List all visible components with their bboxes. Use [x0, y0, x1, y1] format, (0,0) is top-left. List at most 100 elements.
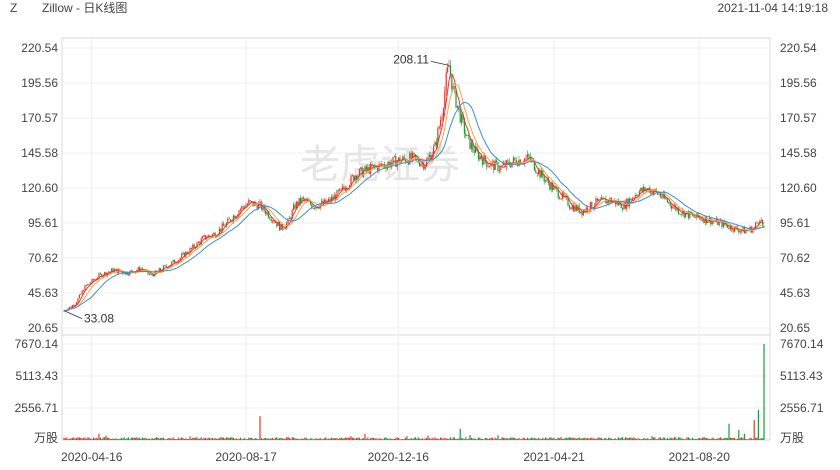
price-tick-right: 45.63 [780, 286, 810, 300]
volume-bar [413, 437, 415, 440]
volume-bar [298, 438, 300, 440]
volume-bar [725, 437, 727, 440]
volume-bar [346, 437, 348, 440]
volume-bar [640, 439, 642, 440]
candle-body [486, 161, 488, 167]
candle-body [81, 290, 83, 294]
candle-body [158, 268, 160, 272]
volume-bar [542, 438, 544, 440]
volume-bar [90, 438, 92, 440]
candle-body [195, 247, 197, 249]
volume-bar [529, 438, 531, 440]
candle-body [466, 135, 468, 137]
candle-body [659, 194, 661, 197]
volume-bar [335, 438, 337, 440]
candle-body [514, 157, 516, 160]
candle-body [372, 165, 374, 167]
volume-bar [410, 438, 412, 440]
volume-bar [734, 438, 736, 440]
candle-body [455, 88, 457, 108]
candle-body [99, 273, 101, 275]
candle-body [108, 271, 110, 273]
candle-body [409, 152, 411, 165]
volume-bar [280, 437, 282, 440]
candle-body [94, 279, 96, 281]
price-tick-right: 95.61 [780, 216, 810, 230]
volume-bar [473, 438, 475, 440]
volume-bar [354, 438, 356, 440]
volume-bar [648, 439, 650, 440]
volume-bar [522, 437, 524, 440]
volume-bar [336, 438, 338, 440]
candle-body [223, 223, 225, 226]
volume-bar [358, 437, 360, 440]
candle-body [650, 189, 652, 193]
candle-body [651, 189, 653, 195]
candle-body [679, 213, 681, 215]
volume-bar [323, 438, 325, 440]
volume-bar [574, 438, 576, 440]
candle-body [500, 166, 502, 171]
price-tick-right: 195.56 [780, 76, 817, 90]
volume-bar [252, 438, 254, 440]
volume-bar [543, 438, 545, 440]
volume-bar [612, 438, 614, 440]
volume-bar [511, 437, 513, 440]
volume-bar [440, 437, 442, 440]
candle-body [473, 149, 475, 153]
volume-bar [125, 439, 127, 440]
volume-bar [283, 438, 285, 440]
volume-bar [154, 437, 156, 440]
volume-bar [594, 438, 596, 440]
volume-bar [97, 438, 99, 440]
volume-bar [249, 437, 251, 440]
candle-body [612, 201, 614, 203]
candle-body [202, 236, 204, 239]
candle-body [267, 211, 269, 218]
volume-bar [699, 438, 701, 440]
candle-body [461, 113, 463, 123]
volume-bar [409, 438, 411, 440]
volume-tick-right: 2556.71 [780, 401, 824, 415]
candle-body [181, 254, 183, 258]
volume-bar [484, 438, 486, 440]
volume-bar [321, 439, 323, 440]
volume-bar [297, 438, 299, 440]
candle-body [111, 268, 113, 272]
volume-bar [161, 437, 163, 440]
candle-body [465, 133, 467, 137]
candle-body [477, 150, 479, 160]
candle-body [519, 159, 521, 165]
candle-body [550, 182, 552, 190]
volume-bar [112, 438, 114, 440]
volume-bar [91, 439, 93, 440]
candle-body [176, 262, 178, 264]
candle-body [154, 270, 156, 277]
candle-body [543, 176, 545, 182]
volume-bar [214, 437, 216, 440]
candle-body [721, 220, 723, 227]
price-tick-left: 220.54 [21, 41, 58, 55]
volume-bar [643, 438, 645, 440]
volume-bar [601, 438, 603, 440]
volume-bar [304, 437, 306, 440]
candle-body [277, 221, 279, 227]
min-price-label: 33.08 [84, 312, 114, 326]
volume-bar [120, 437, 122, 440]
candle-body [708, 217, 710, 222]
candle-body [368, 166, 370, 174]
volume-bar [666, 437, 668, 440]
candle-body [601, 197, 603, 200]
candle-body [91, 279, 93, 283]
volume-bar [178, 437, 180, 440]
volume-bar [325, 437, 327, 440]
volume-bar [683, 439, 685, 440]
candle-body [728, 227, 730, 230]
volume-bar [700, 438, 702, 440]
volume-bar [456, 438, 458, 440]
candle-body [84, 285, 86, 291]
volume-bar [564, 437, 566, 440]
candle-body [678, 208, 680, 214]
candle-body [164, 265, 166, 267]
volume-bar [67, 439, 69, 440]
